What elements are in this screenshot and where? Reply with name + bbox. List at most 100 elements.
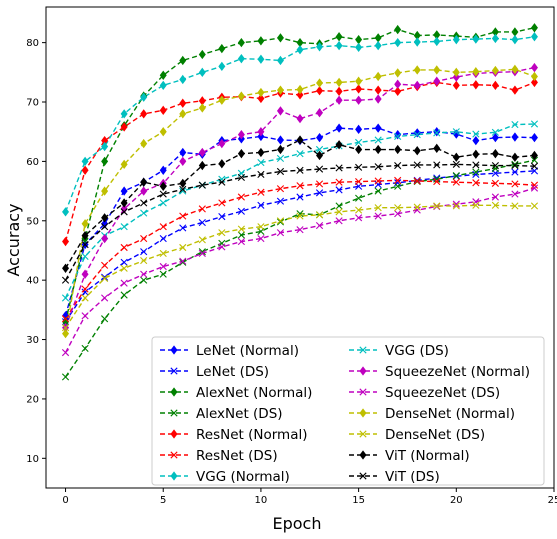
- x-tick-label: 15: [352, 495, 365, 506]
- data-point: [140, 248, 148, 256]
- data-point: [355, 138, 363, 146]
- data-point: [198, 49, 206, 60]
- data-point: [179, 156, 187, 167]
- data-point: [101, 233, 109, 244]
- data-point: [433, 143, 441, 153]
- data-point: [120, 243, 128, 252]
- legend-entry: SqueezeNet (Normal): [385, 364, 530, 380]
- data-point: [472, 161, 480, 169]
- data-point: [315, 165, 324, 173]
- data-point: [237, 237, 245, 246]
- data-point: [237, 207, 245, 215]
- data-point: [394, 130, 402, 140]
- data-point: [237, 53, 245, 64]
- data-point: [374, 94, 382, 104]
- legend: LeNet (Normal) LeNet (DS) AlexNet (Normal)…: [151, 336, 545, 486]
- legend-marker: [359, 346, 367, 354]
- data-point: [120, 223, 128, 231]
- data-point: [296, 193, 304, 201]
- data-point: [530, 32, 538, 42]
- data-point: [120, 159, 128, 170]
- legend-entry: VGG (DS): [385, 343, 449, 359]
- data-point: [276, 106, 284, 116]
- data-point: [257, 223, 265, 231]
- data-point: [374, 187, 382, 195]
- data-point: [218, 243, 226, 251]
- data-point: [335, 217, 343, 225]
- data-point: [530, 162, 539, 170]
- data-point: [179, 258, 187, 266]
- data-point: [433, 76, 441, 86]
- data-point: [159, 262, 167, 271]
- data-point: [218, 61, 226, 72]
- data-point: [140, 177, 148, 187]
- data-point: [413, 128, 421, 138]
- y-tick-label: 80: [26, 38, 39, 49]
- y-tick-label: 40: [26, 276, 39, 287]
- data-point: [530, 120, 539, 128]
- data-point: [335, 140, 343, 150]
- data-point: [120, 279, 128, 287]
- data-point: [198, 103, 206, 113]
- data-point: [120, 198, 128, 208]
- data-point: [433, 177, 441, 186]
- data-point: [316, 150, 324, 161]
- data-point: [198, 248, 206, 256]
- axis-ticks: 0 5 10 15 20 25 10 20 30 40 50 60 70 80: [26, 38, 557, 506]
- data-point: [452, 172, 460, 180]
- data-point: [276, 55, 284, 66]
- data-point: [179, 74, 187, 85]
- data-point: [394, 24, 402, 35]
- data-point: [433, 65, 441, 75]
- data-point: [179, 257, 187, 265]
- data-point: [472, 149, 480, 159]
- data-point: [452, 178, 460, 186]
- data-point: [296, 84, 304, 95]
- data-point: [101, 186, 109, 196]
- data-point: [179, 98, 187, 108]
- data-point: [394, 182, 402, 190]
- data-point: [257, 147, 265, 158]
- data-point: [159, 70, 167, 80]
- data-point: [257, 127, 265, 137]
- y-tick-label: 10: [26, 454, 39, 465]
- data-point: [530, 181, 539, 189]
- data-point: [276, 135, 284, 145]
- data-point: [159, 249, 167, 258]
- data-point: [61, 324, 70, 332]
- data-point: [511, 168, 519, 176]
- legend-entry: DenseNet (Normal): [385, 406, 515, 422]
- data-point: [355, 144, 363, 155]
- data-point: [276, 197, 285, 205]
- data-point: [198, 249, 206, 258]
- data-point: [179, 187, 187, 195]
- data-point: [413, 65, 421, 75]
- data-point: [61, 349, 70, 357]
- data-point: [218, 178, 226, 186]
- data-point: [179, 212, 187, 220]
- data-point: [335, 123, 343, 133]
- data-point: [316, 132, 324, 143]
- legend-marker: [170, 451, 178, 459]
- data-point: [159, 105, 167, 115]
- legend-marker: [359, 472, 367, 480]
- x-axis-label: Epoch: [273, 514, 322, 533]
- data-point: [472, 34, 480, 44]
- data-point: [159, 270, 167, 278]
- data-point: [335, 178, 343, 186]
- legend-entry: DenseNet (DS): [385, 427, 485, 443]
- data-point: [198, 181, 206, 189]
- data-point: [81, 240, 89, 249]
- data-point: [276, 185, 285, 193]
- data-point: [198, 160, 206, 171]
- data-point: [276, 85, 284, 95]
- data-point: [355, 42, 363, 53]
- data-point: [355, 206, 363, 214]
- legend-marker: [359, 450, 367, 460]
- data-point: [511, 64, 519, 75]
- data-point: [237, 231, 245, 239]
- data-point: [335, 32, 343, 42]
- data-point: [179, 224, 187, 232]
- data-point: [81, 294, 89, 302]
- data-point: [511, 34, 519, 45]
